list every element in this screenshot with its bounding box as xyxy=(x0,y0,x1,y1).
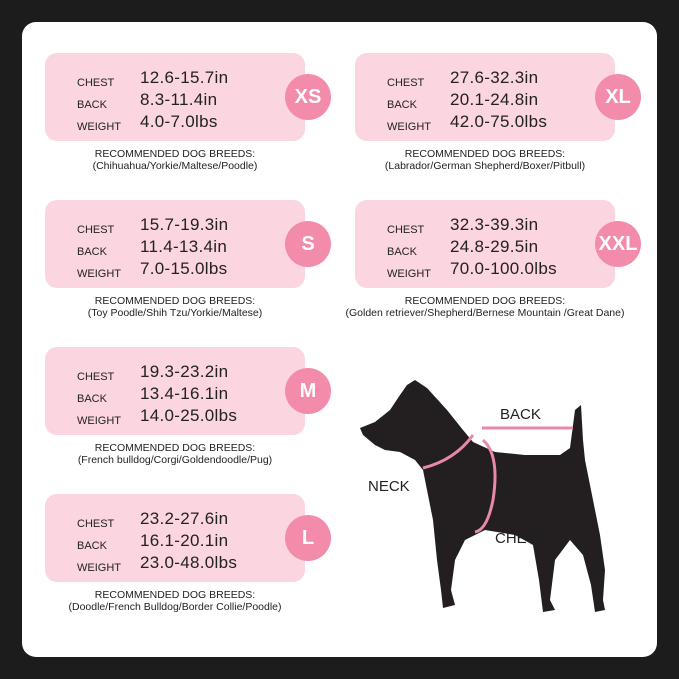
weight-value: 70.0-100.0lbs xyxy=(450,259,557,278)
size-card-m: CHEST 19.3-23.2in BACK 13.4-16.1in WEIGH… xyxy=(45,347,331,435)
back-value: 20.1-24.8in xyxy=(450,90,539,109)
size-card-xs: CHEST 12.6-15.7in BACK 8.3-11.4in WEIGHT… xyxy=(45,53,331,141)
chest-label: CHEST xyxy=(77,77,115,89)
weight-value: 42.0-75.0lbs xyxy=(450,112,548,131)
back-value: 13.4-16.1in xyxy=(140,384,229,403)
chest-label: CHEST xyxy=(77,224,115,236)
breeds-m: RECOMMENDED DOG BREEDS: (French bulldog/… xyxy=(25,442,325,466)
dog-silhouette xyxy=(360,380,605,612)
neck-label: NECK xyxy=(368,478,410,495)
chest-value: 32.3-39.3in xyxy=(450,215,539,234)
breeds-heading: RECOMMENDED DOG BREEDS: xyxy=(404,148,566,160)
back-value: 24.8-29.5in xyxy=(450,237,539,256)
weight-label: WEIGHT xyxy=(77,121,121,133)
breeds-s: RECOMMENDED DOG BREEDS: (Toy Poodle/Shih… xyxy=(25,295,325,319)
size-badge: XXL xyxy=(595,221,641,267)
breeds-xl: RECOMMENDED DOG BREEDS: (Labrador/German… xyxy=(335,148,635,172)
size-badge: M xyxy=(285,368,331,414)
chest-label: CHEST xyxy=(495,530,546,547)
weight-label: WEIGHT xyxy=(77,268,121,280)
back-label: BACK xyxy=(77,540,107,552)
chest-label: CHEST xyxy=(77,518,115,530)
back-label: BACK xyxy=(500,406,541,423)
size-badge: S xyxy=(285,221,331,267)
dog-diagram xyxy=(360,380,605,612)
chest-value: 12.6-15.7in xyxy=(140,68,229,87)
breeds-list: (Doodle/French Bulldog/Border Collie/Poo… xyxy=(68,601,282,613)
chest-label: CHEST xyxy=(387,77,425,89)
weight-value: 23.0-48.0lbs xyxy=(140,553,238,572)
chest-label: CHEST xyxy=(387,224,425,236)
breeds-l: RECOMMENDED DOG BREEDS: (Doodle/French B… xyxy=(25,589,325,613)
back-value: 8.3-11.4in xyxy=(140,90,218,109)
chest-value: 19.3-23.2in xyxy=(140,362,229,381)
breeds-xxl: RECOMMENDED DOG BREEDS: (Golden retrieve… xyxy=(335,295,635,319)
weight-value: 14.0-25.0lbs xyxy=(140,406,238,425)
breeds-heading: RECOMMENDED DOG BREEDS: xyxy=(94,295,256,307)
chest-value: 27.6-32.3in xyxy=(450,68,539,87)
breeds-list: (French bulldog/Corgi/Goldendoodle/Pug) xyxy=(77,454,273,466)
back-label: BACK xyxy=(387,246,417,258)
breeds-heading: RECOMMENDED DOG BREEDS: xyxy=(94,442,256,454)
size-badge: XS xyxy=(285,74,331,120)
size-badge: L xyxy=(285,515,331,561)
breeds-xs: RECOMMENDED DOG BREEDS: (Chihuahua/Yorki… xyxy=(25,148,325,172)
size-card-xl: CHEST 27.6-32.3in BACK 20.1-24.8in WEIGH… xyxy=(355,53,641,141)
size-card-xxl: CHEST 32.3-39.3in BACK 24.8-29.5in WEIGH… xyxy=(355,200,641,288)
back-label: BACK xyxy=(77,393,107,405)
weight-label: WEIGHT xyxy=(387,121,431,133)
size-card-l: CHEST 23.2-27.6in BACK 16.1-20.1in WEIGH… xyxy=(45,494,331,582)
breeds-list: (Chihuahua/Yorkie/Maltese/Poodle) xyxy=(92,160,258,172)
back-label: BACK xyxy=(77,246,107,258)
breeds-list: (Labrador/German Shepherd/Boxer/Pitbull) xyxy=(384,160,586,172)
back-label: BACK xyxy=(77,99,107,111)
back-value: 11.4-13.4in xyxy=(140,237,228,256)
back-value: 16.1-20.1in xyxy=(140,531,229,550)
size-card-s: CHEST 15.7-19.3in BACK 11.4-13.4in WEIGH… xyxy=(45,200,331,288)
weight-label: WEIGHT xyxy=(77,562,121,574)
size-badge: XL xyxy=(595,74,641,120)
breeds-list: (Toy Poodle/Shih Tzu/Yorkie/Maltese) xyxy=(87,307,263,319)
weight-label: WEIGHT xyxy=(387,268,431,280)
neck-measure-line xyxy=(422,434,475,470)
weight-value: 7.0-15.0lbs xyxy=(140,259,228,278)
weight-label: WEIGHT xyxy=(77,415,121,427)
chest-measure-line xyxy=(474,438,497,534)
breeds-heading: RECOMMENDED DOG BREEDS: xyxy=(404,295,566,307)
breeds-heading: RECOMMENDED DOG BREEDS: xyxy=(94,589,256,601)
back-label: BACK xyxy=(387,99,417,111)
chest-value: 23.2-27.6in xyxy=(140,509,229,528)
breeds-list: (Golden retriever/Shepherd/Bernese Mount… xyxy=(345,307,625,319)
weight-value: 4.0-7.0lbs xyxy=(140,112,218,131)
breeds-heading: RECOMMENDED DOG BREEDS: xyxy=(94,148,256,160)
chest-value: 15.7-19.3in xyxy=(140,215,229,234)
chest-label: CHEST xyxy=(77,371,115,383)
